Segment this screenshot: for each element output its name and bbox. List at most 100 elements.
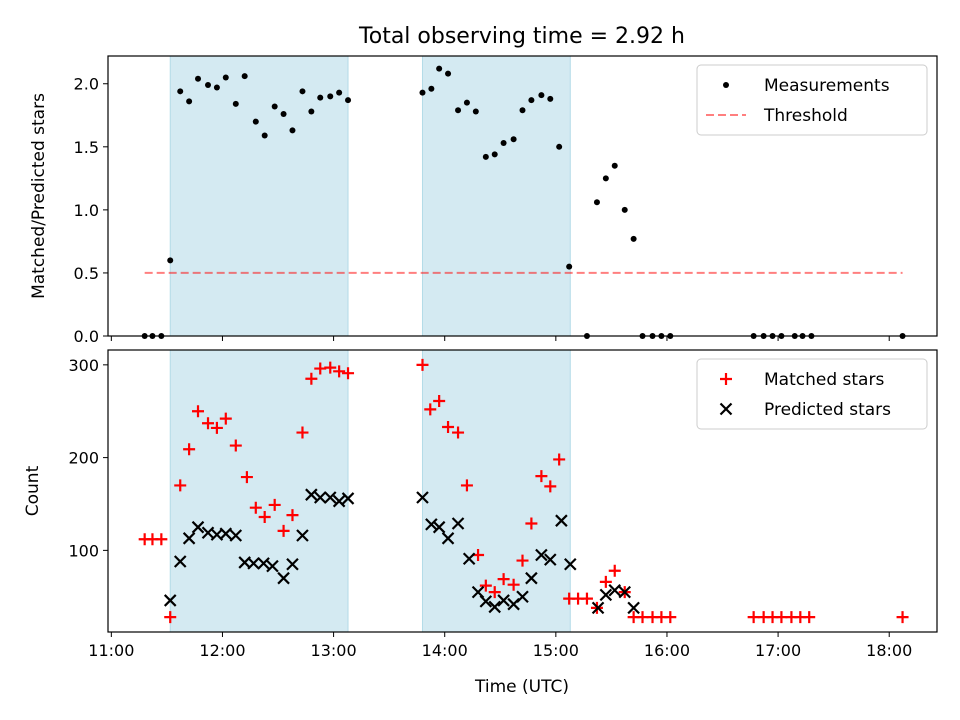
matched-star-point [229, 439, 242, 452]
matched-star-point [544, 480, 557, 493]
measurement-point [177, 88, 184, 95]
matched-star-point [553, 453, 566, 466]
legend-label: Predicted stars [764, 400, 891, 420]
measurement-point [808, 333, 815, 339]
x-tick-label: 12:00 [199, 641, 245, 660]
matched-star-point [268, 498, 281, 511]
measurement-point [799, 333, 806, 339]
matched-star-point [433, 395, 446, 408]
predicted-star-point [182, 532, 196, 545]
measurement-point [419, 89, 426, 96]
predicted-star-point [163, 594, 177, 607]
matched-star-point [452, 426, 465, 439]
measurement-point [261, 132, 268, 139]
measurement-point [345, 97, 352, 104]
measurement-point [213, 84, 220, 91]
predicted-star-point [479, 595, 493, 608]
measurement-point [222, 74, 229, 81]
predicted-star-point [497, 594, 510, 607]
measurement-point [428, 85, 435, 92]
predicted-star-point [305, 488, 318, 501]
predicted-star-point [432, 520, 446, 534]
predicted-star-point [599, 588, 613, 602]
matched-star-point [342, 367, 355, 380]
predicted-star-point [286, 558, 299, 571]
legend: Matched stars Predicted stars [696, 358, 928, 430]
x-tick-label: 17:00 [755, 641, 801, 660]
matched-star-point [183, 443, 196, 456]
measurement-point [667, 333, 674, 339]
matched-star-point [442, 420, 455, 433]
predicted-star-point [266, 559, 279, 573]
measurement-point [556, 143, 563, 150]
y-tick-label: 2.0 [74, 75, 99, 94]
matched-star-point [155, 533, 168, 546]
predicted-star-point [296, 529, 309, 542]
predicted-star-point [323, 491, 337, 504]
matched-star-point [164, 611, 177, 624]
measurement-point [538, 92, 545, 99]
matched-star-point [210, 421, 223, 434]
measurement-point [611, 162, 618, 169]
matched-star-point [314, 362, 327, 375]
y-tick-label: 100 [68, 541, 99, 560]
matched-star-point [286, 509, 299, 522]
y-tick-label: 200 [68, 449, 99, 468]
measurement-point [778, 333, 785, 339]
predicted-star-point [277, 571, 290, 585]
predicted-star-point [416, 491, 429, 504]
predicted-star-point [247, 557, 260, 570]
matched-star-point [580, 592, 593, 605]
predicted-star-point [525, 571, 538, 585]
matched-star-point [202, 417, 215, 430]
legend-label: Threshold [763, 106, 848, 126]
x-tick-label: 15:00 [533, 641, 579, 660]
measurement-point [336, 89, 343, 96]
legend-box [696, 64, 928, 136]
y-tick-label: 0.5 [74, 264, 99, 283]
matched-star-point [636, 611, 649, 624]
measurement-point [252, 118, 259, 125]
measurement-point [547, 95, 554, 102]
measurement-point [491, 151, 498, 158]
predicted-star-point [544, 553, 557, 566]
observing-span [169, 349, 349, 633]
matched-star-point [424, 403, 437, 416]
x-tick-label: 11:00 [88, 641, 134, 660]
measurement-point [241, 73, 248, 80]
predicted-star-point [462, 552, 476, 565]
series-predicted-stars [163, 488, 640, 615]
predicted-star-point [608, 583, 622, 597]
legend: Measurements Threshold [696, 64, 928, 136]
legend-matched-marker [720, 373, 732, 385]
measurement-point [621, 206, 628, 213]
observing-span [169, 55, 349, 337]
measurement-point [750, 333, 757, 339]
matched-star-point [488, 586, 501, 599]
measurement-point [463, 99, 470, 106]
matched-star-point [525, 517, 538, 530]
predicted-star-point [441, 532, 455, 545]
x-tick-label: 18:00 [866, 641, 912, 660]
measurement-point [271, 103, 278, 110]
matched-star-point [249, 501, 262, 514]
predicted-star-point [229, 529, 243, 542]
series-measurements [141, 65, 906, 339]
matched-star-point [333, 365, 346, 378]
matched-star-point [535, 470, 548, 483]
x-tick-label: 16:00 [644, 641, 690, 660]
measurement-point [232, 100, 239, 107]
matched-star-point [296, 426, 309, 439]
measurement-point [482, 153, 489, 160]
matched-star-point [305, 372, 318, 385]
predicted-star-point [173, 555, 187, 568]
matched-star-point [219, 412, 232, 425]
measurement-point [566, 263, 573, 270]
measurement-point [158, 333, 165, 339]
chart-title: Total observing time = 2.92 h [358, 24, 685, 49]
measurement-point [205, 82, 212, 89]
matched-star-point [258, 510, 271, 523]
legend-predicted-marker [719, 402, 733, 416]
measurement-point [658, 333, 665, 339]
